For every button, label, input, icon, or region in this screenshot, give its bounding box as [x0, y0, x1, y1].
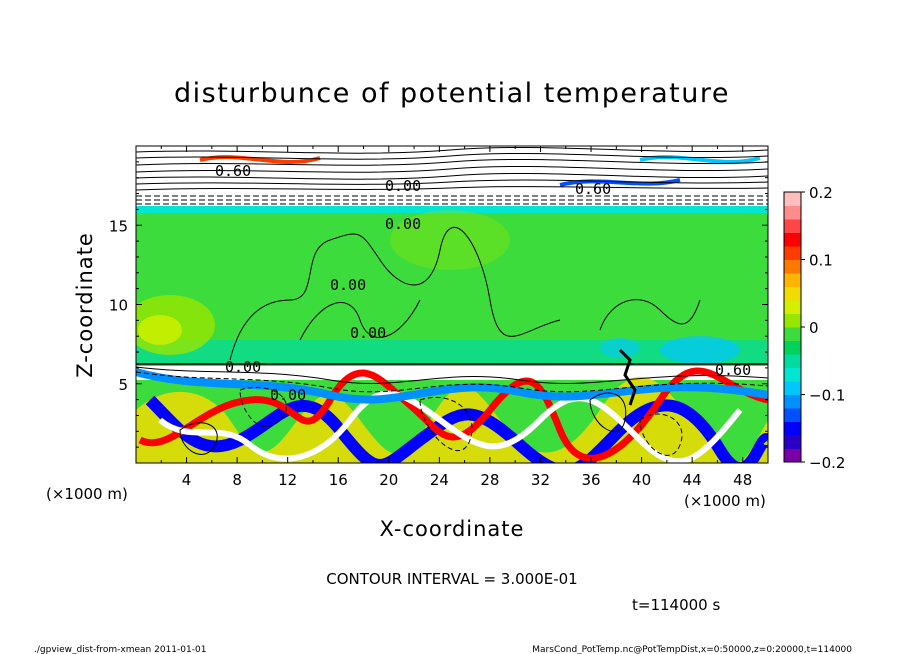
cold-patch [660, 336, 740, 364]
footer-right: MarsCond_PotTemp.nc@PotTempDist,x=0:5000… [532, 645, 852, 654]
contour-label: 0.00 [225, 358, 261, 376]
x-axis: 4 8 12 16 20 24 28 32 36 40 44 48 [160, 146, 752, 489]
colorbar-tick-label: −0.1 [809, 387, 845, 405]
colorbar-swatch [784, 192, 801, 206]
contour-label: 0.00 [385, 177, 421, 195]
colorbar-swatch [784, 421, 801, 436]
warm-filament [138, 367, 768, 462]
x-tick-label: 44 [683, 471, 702, 489]
colorbar-tick-label: 0 [809, 319, 819, 337]
colorbar-swatch [784, 219, 801, 233]
colorbar-swatch [784, 286, 801, 301]
contour-label: 0.60 [215, 162, 251, 180]
middle-layer [136, 206, 768, 366]
neutral-filament [158, 390, 743, 463]
upper-warm [199, 155, 321, 164]
colorbar-swatch [784, 205, 801, 220]
x-tick-label: 12 [278, 471, 297, 489]
time-label: t=114000 s [632, 596, 720, 614]
warm-patch [138, 315, 182, 345]
contour-label: 0.00 [270, 386, 306, 404]
contour-label: 0.00 [350, 324, 386, 342]
x-tick-label: 32 [531, 471, 550, 489]
colorbar-swatch [784, 340, 801, 355]
colorbar-tick-label: 0.1 [809, 252, 833, 270]
x-tick-label: 4 [182, 471, 192, 489]
y-tick-label: 15 [109, 217, 128, 235]
colorbar-swatch [784, 259, 801, 274]
colorbar-swatch [784, 394, 801, 409]
y-unit-label: (×1000 m) [684, 492, 766, 510]
plot-field: 0.60 0.00 0.00 0.00 0.00 0.60 0.00 0.60 … [136, 146, 768, 463]
x-axis-label: X-coordinate [380, 517, 525, 541]
top-cold-band [136, 206, 768, 213]
y-tick-label: 10 [109, 297, 128, 315]
x-tick-label: 48 [733, 471, 752, 489]
y-tick-label: 5 [118, 376, 128, 394]
colorbar-swatch [784, 232, 801, 247]
upper-cold [639, 155, 761, 164]
colorbar-swatch [784, 246, 801, 260]
colorbar-tick-label: 0.2 [809, 184, 833, 202]
colorbar: 0.2 0.1 0 −0.1 −0.2 [783, 184, 845, 472]
contour-label: 0.60 [715, 361, 751, 379]
x-tick-label: 16 [329, 471, 348, 489]
colorbar-swatch [784, 408, 801, 422]
x-tick-label: 8 [232, 471, 242, 489]
y-axis: 5 10 15 [109, 161, 768, 448]
colorbar-swatch [784, 367, 801, 382]
colorbar-swatch [784, 381, 801, 395]
colorbar-swatch [784, 313, 801, 328]
contour-label: 0.00 [385, 215, 421, 233]
x-unit-label: (×1000 m) [46, 485, 128, 503]
cold-patch [600, 338, 640, 358]
x-tick-label: 40 [632, 471, 651, 489]
cold-filament [145, 395, 768, 463]
colorbar-swatch [784, 354, 801, 368]
colorbar-tick-label: −0.2 [809, 454, 845, 472]
x-tick-label: 28 [480, 471, 499, 489]
contour-label: 0.60 [575, 180, 611, 198]
colorbar-swatch [784, 435, 801, 449]
footer-left: ./gpview_dist-from-xmean 2011-01-01 [34, 645, 206, 654]
x-tick-label: 24 [430, 471, 449, 489]
colorbar-swatch [784, 273, 801, 287]
contour-interval: CONTOUR INTERVAL = 3.000E-01 [326, 570, 577, 588]
contour-label: 0.00 [330, 276, 366, 294]
warm-patch [390, 210, 510, 270]
chart-title: disturbunce of potential temperature [174, 78, 730, 109]
x-tick-label: 36 [581, 471, 600, 489]
contour-lines [136, 146, 768, 456]
x-tick-label: 20 [379, 471, 398, 489]
colorbar-swatch [784, 327, 801, 341]
colorbar-swatch [784, 448, 801, 463]
upper-white [136, 187, 768, 206]
y-axis-label: Z-coordinate [73, 232, 97, 378]
colorbar-swatch [784, 300, 801, 314]
contour-labels: 0.60 0.00 0.00 0.00 0.00 0.60 0.00 0.60 … [215, 162, 751, 404]
